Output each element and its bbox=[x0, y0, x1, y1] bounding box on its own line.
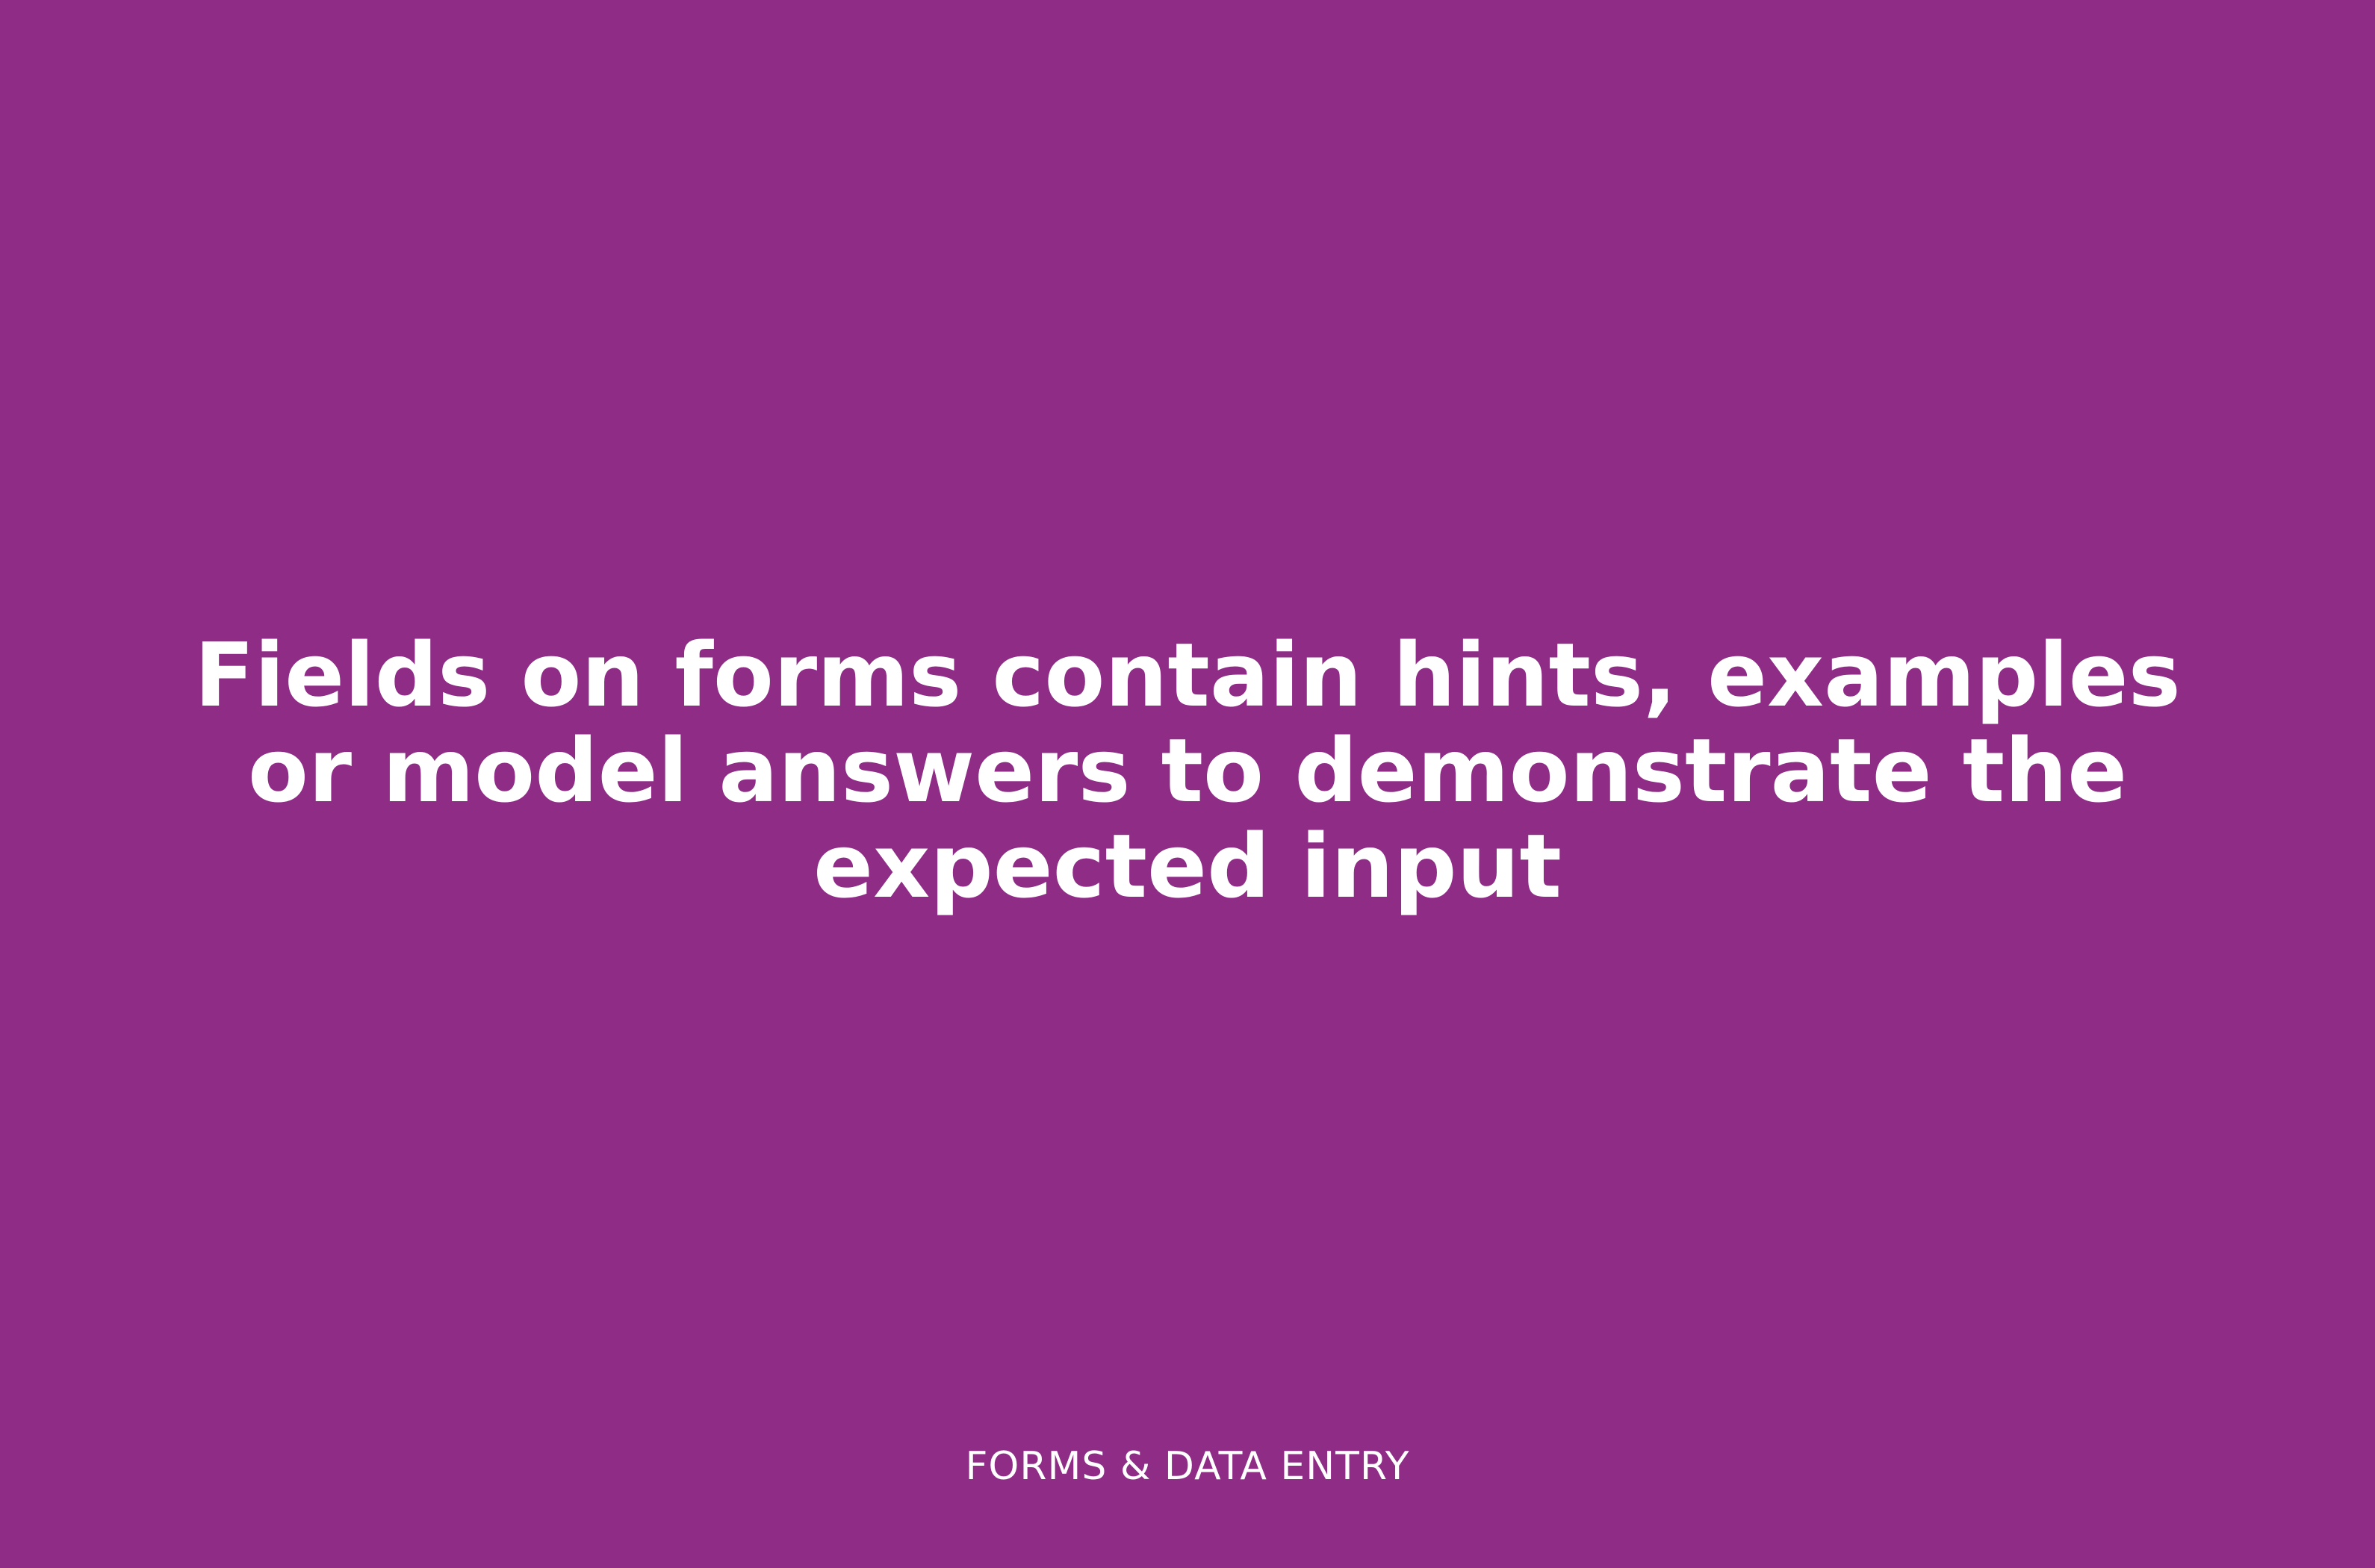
card-category-label: FORMS & DATA ENTRY bbox=[0, 1443, 2375, 1490]
card-headline: Fields on forms contain hints, examples … bbox=[187, 627, 2188, 914]
